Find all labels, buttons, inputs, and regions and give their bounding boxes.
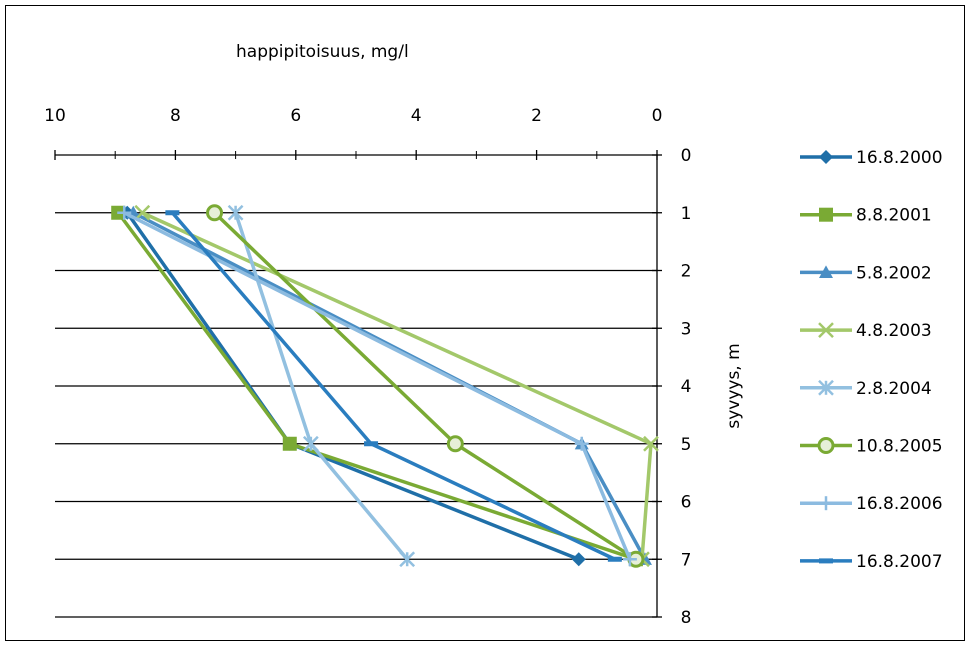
chart-frame (5, 5, 965, 641)
y-tick-label: 0 (681, 146, 692, 166)
legend-item: 5.8.2002 (800, 263, 932, 283)
y-axis-title: syvyys, m (724, 343, 744, 428)
legend-label: 5.8.2002 (856, 263, 932, 283)
x-tick-label: 2 (531, 106, 542, 126)
y-tick-label: 7 (681, 550, 692, 570)
data-point (446, 435, 464, 453)
data-point-stroke (643, 435, 659, 452)
series-2.8.2004 (227, 204, 416, 568)
series-10.8.2005 (206, 204, 645, 568)
x-axis-title: happipitoisuus, mg/l (236, 42, 409, 62)
series-5.8.2002 (126, 205, 652, 565)
data-point (302, 435, 319, 452)
y-tick-label: 3 (681, 319, 692, 339)
data-point (399, 551, 416, 568)
data-point (134, 204, 151, 221)
legend-item: 16.8.2007 (800, 552, 943, 572)
legend-item: 16.8.2006 (800, 494, 943, 514)
series-group (111, 204, 659, 568)
legend-item: 8.8.2001 (800, 206, 932, 226)
gridlines (55, 212, 657, 618)
data-point (206, 204, 224, 222)
legend-label: 16.8.2000 (856, 148, 943, 168)
data-point (622, 552, 637, 567)
data-point (607, 556, 622, 562)
data-point (227, 204, 244, 221)
data-point (117, 205, 132, 220)
legend-item: 2.8.2004 (800, 379, 932, 399)
y-tick-label: 8 (681, 608, 692, 628)
data-point-stroke (818, 322, 834, 338)
y-tick-label: 6 (681, 493, 692, 513)
data-point-stroke (134, 204, 151, 221)
data-point (643, 435, 659, 452)
legend-label: 2.8.2004 (856, 379, 932, 399)
data-point (282, 436, 297, 451)
data-point (819, 265, 833, 278)
legend-label: 16.8.2006 (856, 494, 943, 514)
legend-label: 16.8.2007 (856, 552, 943, 572)
legend-item: 16.8.2000 (800, 148, 943, 168)
data-point (819, 558, 833, 564)
data-point (165, 210, 180, 216)
x-tick-label: 6 (290, 106, 301, 126)
data-point (819, 496, 833, 511)
axes: 10 8 6 4 2 00 1 2 3 4 5 6 7 8 (44, 106, 691, 628)
series-16.8.2006 (117, 205, 637, 567)
y-tick-label: 5 (681, 435, 692, 455)
x-tick-label: 10 (44, 106, 66, 126)
data-point (574, 436, 589, 451)
data-point (364, 441, 379, 447)
legend-label: 8.8.2001 (856, 206, 932, 226)
legend: 16.8.2000 8.8.2001 5.8.2002 4.8.2003 2.8.200… (800, 148, 943, 572)
data-point (817, 437, 835, 454)
data-point (818, 322, 834, 338)
data-point (819, 207, 833, 222)
x-tick-label: 0 (652, 106, 663, 126)
legend-item: 4.8.2003 (800, 321, 932, 341)
legend-item: 10.8.2005 (800, 437, 943, 457)
y-tick-label: 4 (681, 377, 692, 397)
legend-label: 10.8.2005 (856, 437, 943, 457)
x-tick-label: 4 (411, 106, 422, 126)
y-tick-label: 1 (681, 204, 692, 224)
data-point (571, 552, 586, 567)
series-16.8.2007 (165, 210, 622, 562)
data-point (819, 150, 833, 164)
x-tick-label: 8 (170, 106, 181, 126)
y-tick-label: 2 (681, 262, 692, 282)
legend-label: 4.8.2003 (856, 321, 932, 341)
data-point (818, 379, 834, 396)
